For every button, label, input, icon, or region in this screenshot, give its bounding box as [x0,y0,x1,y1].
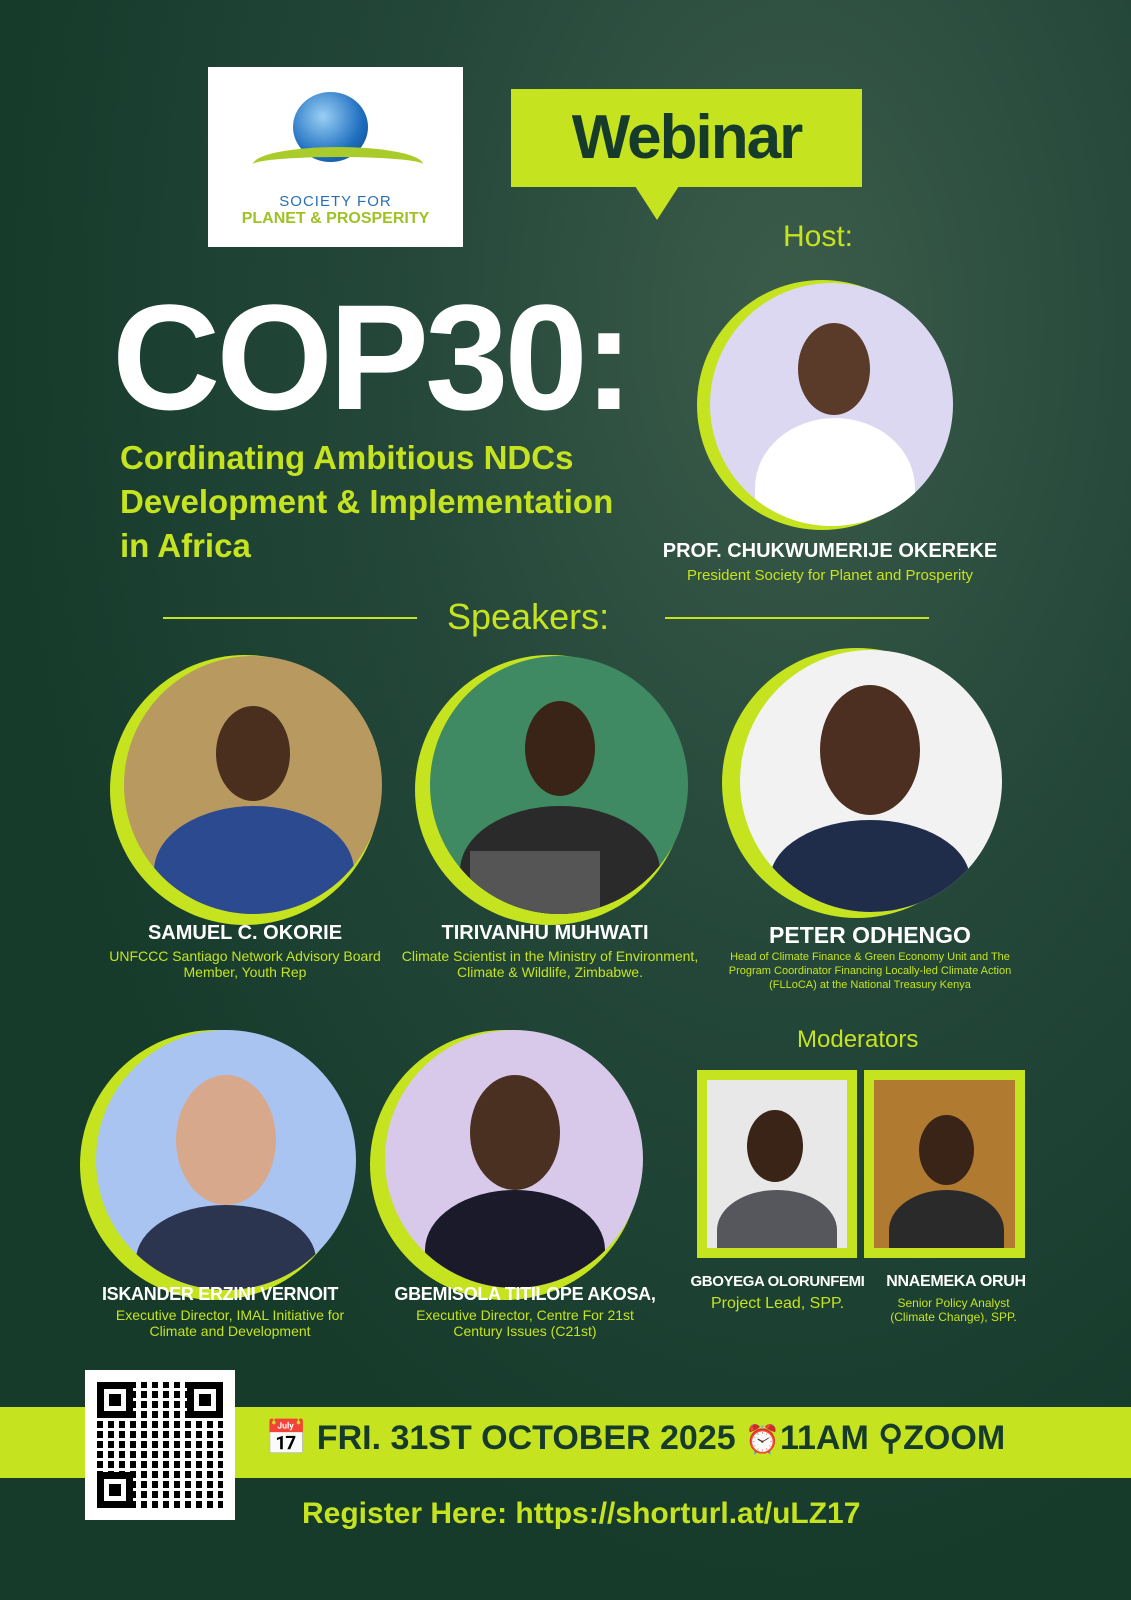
moderator-photo [697,1070,857,1258]
speaker-photo [385,1030,643,1288]
speaker-photo [124,656,382,914]
wave-icon [253,147,423,182]
host-label: Host: [783,220,854,253]
divider [163,617,417,619]
calendar-icon: 📅 [265,1419,308,1457]
speaker-name: PETER ODHENGO [769,922,971,948]
speaker-name: GBEMISOLA TITILOPE AKOSA, [394,1284,656,1304]
moderator-role: Project Lead, SPP. [710,1295,845,1312]
event-venue: ZOOM [903,1419,1006,1457]
subtitle-line: Development & Implementation [120,483,614,520]
host-name: PROF. CHUKWUMERIJE OKEREKE [662,540,998,562]
logo-line1: SOCIETY FOR [279,193,392,210]
speaker-role: Climate Scientist in the Ministry of Env… [401,948,699,980]
speaker-role: Executive Director, IMAL Initiative for … [115,1307,345,1339]
speaker-name: ISKANDER ERZINI VERNOIT [101,1284,339,1304]
speaker-photo [430,656,688,914]
speaker-photo [740,650,1002,912]
event-details: 📅 FRI. 31ST OCTOBER 2025 ⏰11AM ⚲ZOOM [265,1418,1005,1458]
event-date: FRI. 31ST OCTOBER 2025 [316,1419,736,1457]
spp-logo: SOCIETY FOR PLANET & PROSPERITY [208,67,463,247]
moderator-name: GBOYEGA OLORUNFEMI [690,1273,865,1290]
moderator-photo [864,1070,1025,1258]
alarm-clock-icon: ⏰ [745,1424,780,1455]
moderators-label: Moderators [797,1026,919,1053]
host-photo [710,283,953,526]
speakers-label: Speakers: [447,596,610,637]
subtitle-line: in Africa [120,527,251,564]
moderator-role: Senior Policy Analyst (Climate Change), … [890,1296,1017,1324]
host-role: President Society for Planet and Prosper… [687,567,973,584]
qr-code[interactable] [85,1370,235,1520]
event-time: 11AM [779,1419,869,1457]
divider [665,617,929,619]
page-title: COP30: [112,273,634,441]
moderator-name: NNAEMEKA ORUH [886,1273,1026,1290]
badge-pointer [635,186,679,220]
subtitle-line: Cordinating Ambitious NDCs [120,439,574,476]
logo-line2: PLANET & PROSPERITY [241,210,430,227]
speaker-photo [96,1030,356,1290]
speaker-name: TIRIVANHU MUHWATI [441,922,649,944]
speaker-role: Executive Director, Centre For 21st Cent… [416,1307,634,1339]
speaker-role: Head of Climate Finance & Green Economy … [728,951,1012,991]
speaker-role: UNFCCC Santiago Network Advisory Board M… [109,948,381,980]
speaker-name: SAMUEL C. OKORIE [147,922,343,944]
register-link[interactable]: Register Here: https://shorturl.at/uLZ17 [302,1497,861,1530]
subtitle: Cordinating Ambitious NDCs Development &… [120,436,613,568]
location-pin-icon: ⚲ [878,1419,904,1457]
webinar-badge: Webinar [511,89,862,187]
